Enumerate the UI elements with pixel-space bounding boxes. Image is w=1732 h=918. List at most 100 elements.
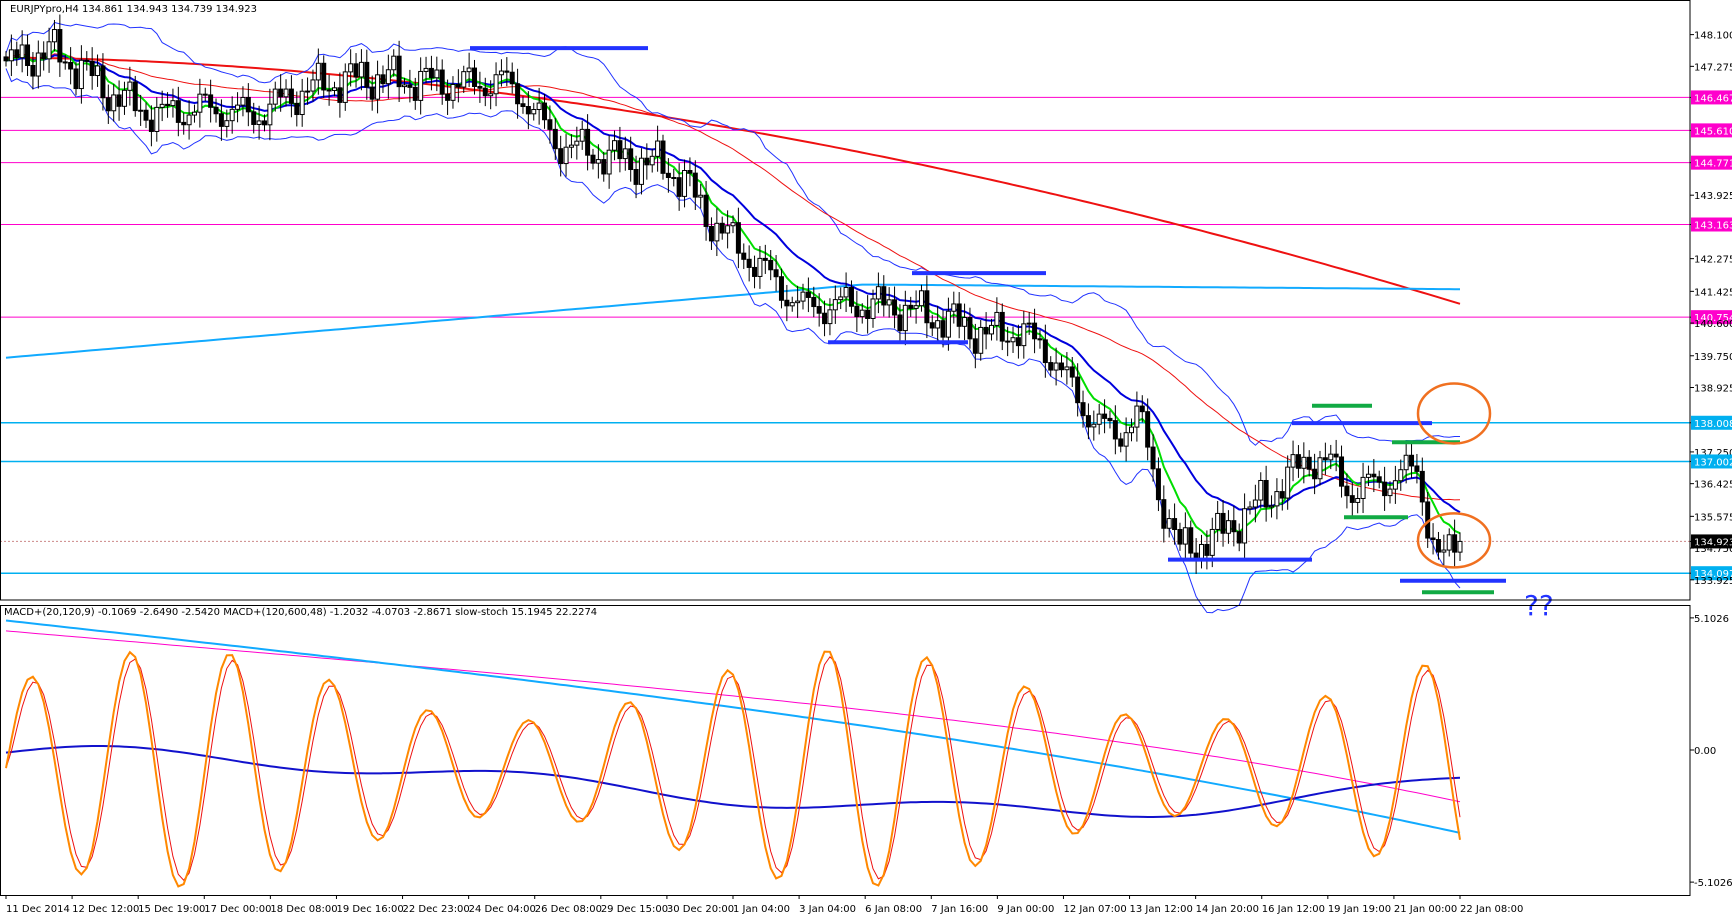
y-tick-label: 137.250 [1694, 448, 1732, 459]
y-tick-label: 141.425 [1694, 287, 1732, 298]
y-tick-label: 142.275 [1694, 255, 1732, 266]
candle-body [897, 314, 903, 332]
candle-body [1339, 456, 1345, 487]
x-tick-label: 9 Jan 00:00 [997, 904, 1054, 915]
ma-long-cyan [5, 283, 1460, 359]
candle-body [19, 44, 25, 59]
candle-body [563, 146, 569, 165]
candle-body [1010, 337, 1016, 343]
candle-body [1457, 540, 1463, 553]
candle-body [865, 309, 871, 319]
candle-body [261, 120, 267, 126]
price-level-badge [1691, 123, 1732, 138]
candle-body [633, 169, 639, 185]
candle-body [337, 87, 343, 103]
candle-body [62, 61, 68, 64]
candle-body [127, 81, 133, 91]
candle-body [1414, 465, 1420, 472]
y-tick-label: 134.923 [1694, 537, 1732, 548]
candle-body [1139, 405, 1145, 413]
candle-body [1005, 340, 1011, 343]
candle-body [1398, 469, 1404, 482]
candle-body [1252, 499, 1258, 508]
indicator-title: MACD+(20,120,9) -0.1069 -2.6490 -2.5420 … [4, 607, 597, 618]
candle-body [224, 120, 230, 127]
candle-body [665, 172, 671, 178]
candle-body [509, 71, 515, 85]
x-tick-label: 1 Jan 04:00 [733, 904, 790, 915]
price-level-badge [1691, 534, 1732, 549]
candle-body [1037, 338, 1043, 341]
candle-body [1430, 537, 1436, 541]
candle-body [208, 94, 214, 108]
annotation-circle [1416, 382, 1492, 445]
main-price-pane: ?? [0, 14, 1690, 622]
candle-body [843, 286, 849, 298]
candle-body [1026, 322, 1032, 325]
candle-body [671, 176, 677, 179]
candle-body [983, 326, 989, 335]
candle-body [1182, 527, 1188, 545]
y-tick-label: 137.002 [1694, 457, 1732, 468]
candle-body [3, 56, 9, 62]
candle-body [138, 109, 144, 112]
candle-body [1382, 481, 1388, 497]
x-tick-label: 3 Jan 04:00 [799, 904, 856, 915]
candle-body [1409, 454, 1415, 467]
candle-body [1177, 529, 1183, 545]
candle-body [385, 69, 391, 85]
candle-body [967, 317, 973, 340]
x-tick-label: 12 Jan 07:00 [1063, 904, 1126, 915]
candle-body [197, 93, 203, 113]
y-tick-label: 136.425 [1694, 480, 1732, 491]
candle-body [1188, 527, 1194, 554]
candle-body [655, 140, 661, 157]
x-tick-label: 12 Dec 12:00 [72, 904, 139, 915]
candle-body [1258, 479, 1264, 501]
osc-y-tick-label: 0.00 [1694, 746, 1716, 757]
candle-body [1452, 534, 1458, 553]
candle-body [288, 88, 294, 104]
candle-body [1053, 362, 1059, 371]
candle-body [1118, 438, 1124, 447]
candle-body [741, 252, 747, 260]
candle-body [848, 286, 854, 307]
candle-body [892, 299, 898, 316]
candle-body [418, 70, 424, 101]
candle-body [111, 94, 117, 112]
candle-body [972, 338, 978, 354]
osc-magenta-line [5, 630, 1461, 803]
candle-body [1301, 456, 1307, 469]
candle-body [1344, 485, 1350, 497]
candle-body [784, 299, 790, 307]
candle-body [1355, 498, 1361, 503]
price-level-badge [1691, 90, 1732, 105]
candle-body [682, 170, 688, 197]
candle-body [698, 194, 704, 198]
candle-body [730, 222, 736, 227]
candle-body [229, 108, 235, 122]
candle-body [935, 320, 941, 329]
candle-body [988, 324, 994, 335]
y-tick-label: 138.008 [1694, 419, 1732, 430]
x-tick-label: 17 Dec 00:00 [204, 904, 271, 915]
y-tick-label: 134.097 [1694, 569, 1732, 580]
candle-body [1112, 420, 1118, 440]
candle-body [1333, 453, 1339, 458]
candle-body [1123, 432, 1129, 447]
bollinger-upper [5, 21, 1460, 446]
candle-body [445, 93, 451, 101]
candle-body [1317, 457, 1323, 480]
candle-body [918, 290, 924, 307]
candle-body [132, 81, 138, 112]
candle-body [148, 119, 154, 132]
candle-body [245, 96, 251, 113]
candle-body [1161, 499, 1167, 529]
candle-body [1371, 473, 1377, 478]
candle-body [692, 172, 698, 198]
candle-body [348, 63, 354, 73]
candle-body [703, 194, 709, 227]
candle-body [1365, 473, 1371, 478]
annotation-circle [1416, 512, 1492, 569]
candle-body [450, 83, 456, 101]
